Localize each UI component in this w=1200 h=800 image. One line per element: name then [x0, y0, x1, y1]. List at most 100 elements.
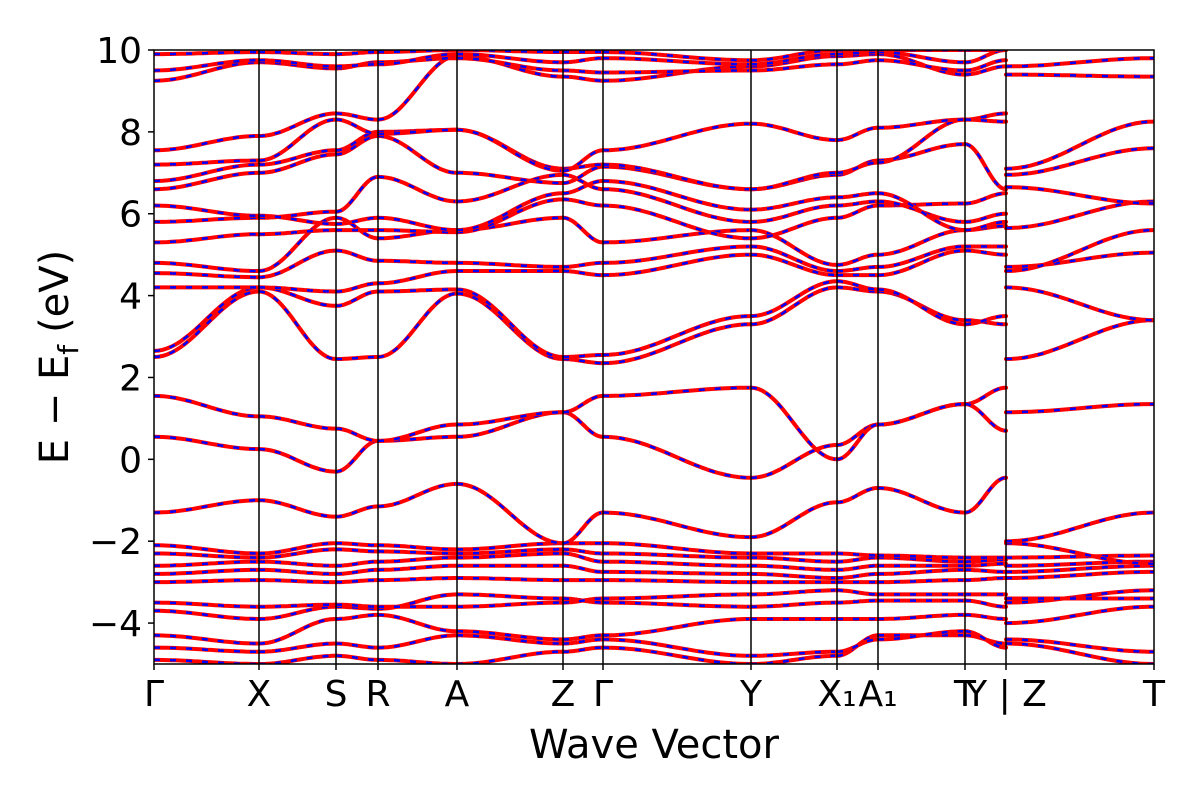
band-line	[376, 481, 459, 509]
band-line	[1004, 185, 1154, 206]
band-line	[601, 637, 753, 658]
band-dash	[336, 355, 378, 361]
band-line	[601, 228, 753, 245]
band-dash	[377, 556, 457, 563]
band-line	[963, 402, 1008, 433]
band-line	[1004, 510, 1154, 544]
band-line	[601, 179, 753, 212]
band-line	[876, 555, 967, 564]
band-dash	[154, 394, 260, 418]
band-dash	[154, 271, 259, 279]
band-line	[876, 612, 967, 621]
y-axis-ticks: 10 8 6 4 2 0 −2 −4	[89, 31, 154, 645]
band-line	[749, 121, 839, 143]
band-dash	[154, 163, 260, 183]
band-line	[876, 629, 967, 642]
band-dash	[563, 634, 604, 641]
band-line	[561, 215, 605, 245]
band-dash	[336, 50, 379, 56]
y-tick-label: −2	[89, 522, 142, 563]
band-dash	[154, 544, 260, 555]
band-dash	[836, 126, 878, 142]
band-dash	[965, 224, 1006, 232]
band-dash	[602, 435, 752, 480]
band-dash	[259, 415, 336, 430]
band-dash	[837, 552, 878, 557]
band-dash	[259, 603, 337, 608]
band-dash	[563, 638, 604, 645]
band-dash	[154, 58, 260, 72]
band-dash	[1005, 120, 1154, 170]
band-dash	[378, 544, 457, 551]
band-dash	[258, 50, 336, 56]
band-line	[963, 629, 1008, 650]
band-dash	[335, 112, 378, 121]
band-line	[601, 203, 753, 241]
band-dash	[378, 576, 457, 582]
band-dash	[336, 290, 379, 308]
band-dash	[563, 261, 603, 269]
band-line	[876, 248, 967, 278]
plot-frame	[153, 49, 1155, 665]
band-dash	[336, 613, 378, 621]
band-dash	[563, 552, 604, 563]
y-axis-title: E − Ef (eV)	[32, 250, 85, 465]
band-dash	[456, 128, 564, 173]
band-line	[749, 285, 839, 327]
band-dash	[377, 482, 458, 508]
y-tick-label: 4	[119, 277, 142, 318]
band-dash	[457, 52, 564, 64]
band-dash	[154, 435, 260, 451]
band-dash	[335, 175, 379, 213]
band-dash	[964, 314, 1006, 326]
band-dash	[750, 286, 838, 326]
band-line	[601, 569, 753, 576]
band-dash	[335, 603, 378, 608]
band-dash	[154, 204, 260, 218]
band-dash	[335, 427, 378, 443]
x-tick-label: R	[365, 674, 390, 715]
band-dash	[563, 597, 603, 604]
band-line	[1004, 637, 1154, 654]
band-line	[257, 248, 338, 280]
band-line	[1004, 641, 1154, 664]
band-dash	[378, 634, 458, 649]
band-line	[334, 134, 380, 157]
kpoint-lines	[258, 50, 1007, 664]
band-dash	[965, 118, 1006, 123]
band-dash	[563, 69, 603, 74]
band-dash	[259, 560, 337, 568]
band-dash	[377, 292, 458, 359]
band-dash	[258, 290, 337, 361]
y-tick-label: 6	[119, 195, 142, 236]
band-dash	[562, 179, 603, 195]
band-dash	[964, 476, 1007, 514]
x-tick-label: Y | Z	[964, 674, 1047, 715]
band-dash	[837, 161, 878, 175]
band-line	[1004, 318, 1154, 361]
band-line	[601, 50, 753, 63]
band-dash	[258, 605, 336, 621]
band-line	[749, 215, 839, 241]
band-dash	[336, 63, 378, 68]
band-dash	[457, 576, 563, 582]
band-line	[1004, 541, 1154, 566]
band-line	[376, 134, 459, 175]
band-line	[1004, 553, 1154, 560]
x-axis-title: Wave Vector	[529, 722, 780, 768]
band-dash	[563, 548, 603, 555]
band-line	[601, 434, 753, 480]
band-dash	[456, 198, 564, 234]
band-dash	[456, 411, 564, 439]
band-dash	[965, 249, 1007, 256]
band-dash	[336, 505, 379, 518]
band-line	[1004, 250, 1154, 269]
band-dash	[837, 638, 879, 653]
band-dash	[154, 50, 260, 56]
y-axis-title-unit: (eV)	[32, 250, 78, 333]
band-line	[963, 385, 1008, 407]
band-line	[876, 50, 967, 65]
band-dash	[258, 249, 337, 279]
band-dash	[456, 192, 564, 232]
